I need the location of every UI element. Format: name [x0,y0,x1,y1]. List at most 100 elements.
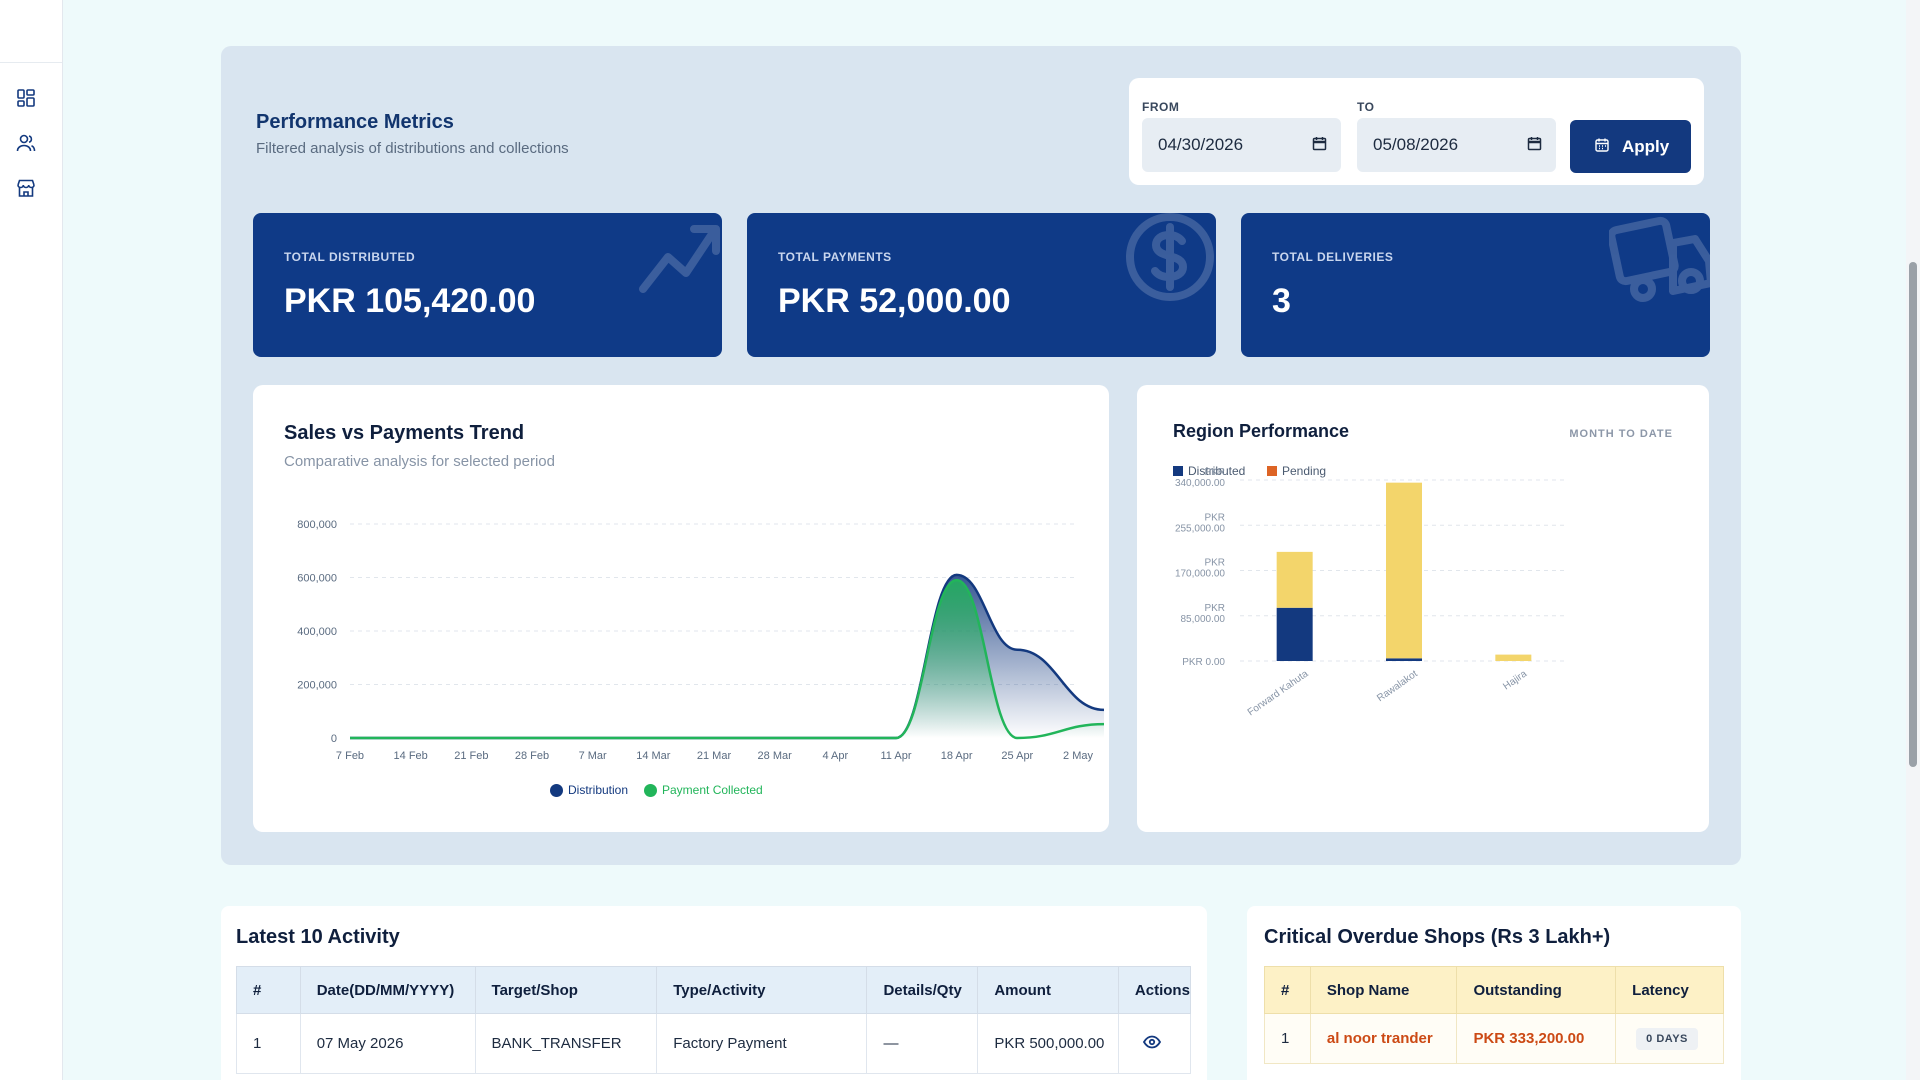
row-outstanding: PKR 333,200.00 [1456,1013,1617,1064]
table-row: 1 07 May 2026 BANK_TRANSFER Factory Paym… [236,1013,1192,1074]
performance-metrics-panel: Performance Metrics Filtered analysis of… [221,46,1741,865]
legend-label: Distribution [568,783,629,797]
table-row: 1 al noor trander PKR 333,200.00 0 DAYS [1264,1013,1724,1064]
row-number: 1 [236,1013,301,1074]
row-shop-name[interactable]: al noor trander [1309,1013,1458,1064]
legend-swatch [1173,466,1183,476]
apply-button[interactable]: Apply [1570,120,1691,173]
bar-distributed[interactable] [1276,607,1313,661]
bar-pending[interactable] [1276,551,1313,608]
x-tick-label: 18 Apr [941,750,973,762]
series-area [350,580,1104,738]
y-tick-label: PKR [1204,467,1225,478]
y-tick-label: 340,000.00 [1175,478,1225,489]
eye-icon[interactable] [1142,1035,1161,1049]
column-header: Amount [977,966,1119,1014]
row-type: Factory Payment [656,1013,868,1074]
legend-payment-collected[interactable]: Payment Collected [644,783,763,797]
y-tick-label: 200,000 [297,680,337,692]
y-tick-label: 800,000 [297,519,337,531]
store-icon[interactable] [16,178,36,198]
to-date-value: 05/08/2026 [1373,135,1459,154]
legend-swatch [1267,466,1277,476]
apply-label: Apply [1622,137,1670,156]
region-title: Region Performance [1173,421,1350,441]
column-header: Date(DD/MM/YYYY) [299,966,476,1014]
row-number: 1 [1264,1013,1311,1064]
to-date-input[interactable]: 05/08/2026 [1357,118,1556,172]
x-tick-label: 28 Feb [515,750,549,762]
y-tick-label: PKR [1204,512,1225,523]
kpi-card-deliveries: TOTAL DELIVERIES 3 [1241,213,1710,357]
kpi-value: 3 [1272,282,1291,320]
series-line [350,578,1105,740]
truck-icon [1609,216,1710,302]
column-header: Actions [1117,966,1192,1014]
overdue-shops-card: Critical Overdue Shops (Rs 3 Lakh+) # Sh… [1247,906,1741,1080]
column-header: Details/Qty [866,966,979,1014]
date-filter: FROM 04/30/2026 TO 05/08/2026 Apply [1129,78,1704,185]
column-header: # [236,966,301,1014]
column-header: # [1264,966,1311,1014]
legend-label: Payment Collected [662,783,763,797]
legend-pending[interactable]: Pending [1267,464,1326,478]
x-tick-label: 7 Feb [336,750,364,762]
row-amount: PKR 500,000.00 [977,1013,1119,1074]
y-tick-label: PKR [1204,558,1225,569]
column-header: Type/Activity [656,966,868,1014]
y-tick-label: PKR [1204,603,1225,614]
x-tick-label: 25 Apr [1001,750,1033,762]
scrollbar-thumb[interactable] [1909,262,1917,767]
bar-pending[interactable] [1386,482,1422,659]
x-tick-label: 4 Apr [822,750,848,762]
x-tick-label: Rawalakot [1375,668,1420,704]
sales-trend-title: Sales vs Payments Trend [284,422,525,444]
users-icon[interactable] [16,133,36,153]
kpi-value: PKR 52,000.00 [778,282,1011,320]
kpi-label: TOTAL PAYMENTS [778,250,892,264]
y-tick-label: 400,000 [297,626,337,638]
region-bar-chart: PKR340,000.00PKR255,000.00PKR170,000.00P… [1175,467,1568,718]
bar-distributed[interactable] [1386,658,1422,661]
kpi-label: TOTAL DISTRIBUTED [284,250,416,264]
row-details: — [866,1013,979,1074]
y-tick-label: 170,000.00 [1175,569,1225,580]
y-tick-label: 255,000.00 [1175,523,1225,534]
from-label: FROM [1142,100,1180,114]
x-tick-label: 21 Mar [697,750,732,762]
latest-activity-card: Latest 10 Activity # Date(DD/MM/YYYY) Ta… [221,906,1207,1080]
calendar-icon[interactable] [1527,136,1542,151]
month-to-date-badge: MONTH TO DATE [1569,428,1673,440]
column-header: Outstanding [1456,966,1617,1014]
bar-pending[interactable] [1495,654,1532,661]
y-tick-label: PKR 0.00 [1182,657,1225,668]
dashboard-icon[interactable] [16,88,36,108]
trend-up-icon [639,225,720,293]
column-header: Shop Name [1309,966,1458,1014]
x-tick-label: 21 Feb [454,750,488,762]
page-scrollbar[interactable] [1906,0,1920,1080]
kpi-card-payments: TOTAL PAYMENTS PKR 52,000.00 [747,213,1216,357]
from-date-input[interactable]: 04/30/2026 [1142,118,1341,172]
x-tick-label: 2 May [1063,750,1093,762]
x-tick-label: Hajira [1501,668,1529,692]
legend-distributed[interactable]: Distributed [1173,464,1245,478]
column-header: Latency [1615,966,1724,1014]
calendar-icon[interactable] [1312,136,1327,151]
column-header: Target/Shop [474,966,658,1014]
legend-distribution[interactable]: Distribution [550,783,628,797]
metrics-title: Performance Metrics [256,111,454,133]
from-date-value: 04/30/2026 [1158,135,1244,154]
overdue-table: # Shop Name Outstanding Latency 1 al noo… [1264,966,1724,1064]
y-tick-label: 0 [331,733,337,745]
overdue-title: Critical Overdue Shops (Rs 3 Lakh+) [1264,926,1611,948]
y-tick-label: 600,000 [297,573,337,585]
y-tick-label: 85,000.00 [1181,614,1226,625]
kpi-label: TOTAL DELIVERIES [1272,250,1394,264]
x-tick-label: 14 Feb [394,750,428,762]
sales-trend-card: Sales vs Payments Trend Comparative anal… [253,385,1109,832]
activity-table: # Date(DD/MM/YYYY) Target/Shop Type/Acti… [236,966,1192,1074]
x-tick-label: 14 Mar [636,750,671,762]
table-header-row: # Date(DD/MM/YYYY) Target/Shop Type/Acti… [236,966,1192,1014]
x-tick-label: Forward Kahuta [1246,668,1311,718]
